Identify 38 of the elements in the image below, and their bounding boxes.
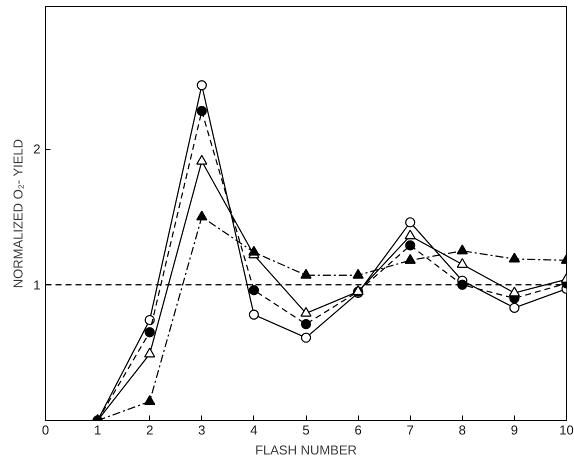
point bbox=[404, 230, 416, 240]
point bbox=[144, 327, 155, 338]
x-tick-label: 5 bbox=[302, 422, 310, 438]
x-tick-label: 0 bbox=[42, 422, 50, 438]
point bbox=[196, 210, 208, 220]
x-tick-label: 7 bbox=[406, 422, 414, 438]
point bbox=[300, 306, 312, 317]
point bbox=[248, 310, 259, 320]
x-tick-label: 1 bbox=[94, 422, 102, 438]
x-tick-label: 10 bbox=[559, 422, 574, 438]
point bbox=[248, 285, 259, 296]
point bbox=[144, 395, 156, 405]
point bbox=[456, 258, 468, 268]
point bbox=[508, 252, 520, 262]
point bbox=[405, 217, 416, 228]
y-axis-title: NORMALIZED O₂- YIELD bbox=[10, 138, 26, 288]
point bbox=[405, 240, 416, 250]
x-tick-label: 2 bbox=[146, 422, 154, 438]
x-tick-label: 4 bbox=[250, 422, 258, 438]
point bbox=[508, 286, 520, 296]
x-tick-label: 9 bbox=[510, 422, 518, 438]
point bbox=[196, 106, 207, 116]
point bbox=[456, 244, 468, 254]
point bbox=[352, 268, 364, 279]
x-axis-title: FLASH NUMBER bbox=[255, 442, 357, 458]
point bbox=[509, 302, 520, 313]
point bbox=[144, 348, 156, 358]
point bbox=[196, 154, 208, 165]
point bbox=[300, 332, 312, 343]
point bbox=[144, 314, 155, 326]
x-tick-label: 6 bbox=[354, 422, 362, 438]
point bbox=[248, 246, 260, 256]
point bbox=[300, 319, 312, 330]
x-tick-label: 8 bbox=[458, 422, 466, 438]
point bbox=[300, 268, 312, 279]
point bbox=[196, 80, 207, 90]
x-tick-label: 3 bbox=[198, 422, 206, 438]
point bbox=[404, 254, 416, 264]
